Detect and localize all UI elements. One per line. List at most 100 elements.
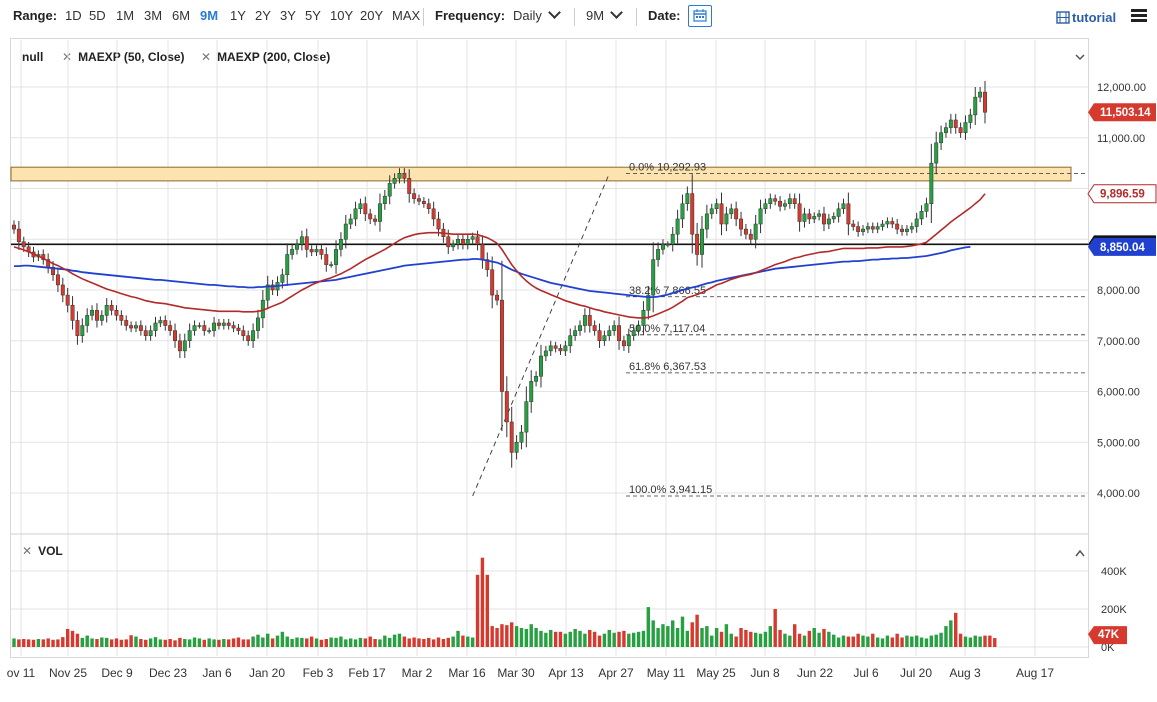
candle-body — [226, 322, 231, 326]
volume-bar — [929, 635, 934, 647]
candle-body — [421, 200, 426, 204]
candle-body — [460, 239, 465, 245]
candle-body — [963, 122, 968, 133]
candle-body — [524, 401, 529, 433]
candle-body — [743, 228, 748, 235]
candle-body — [451, 244, 456, 248]
price-tick-label: 12,000.00 — [1097, 82, 1146, 94]
candle-body — [329, 264, 334, 266]
candle-body — [94, 310, 99, 321]
remove-indicator-icon[interactable]: ✕ — [201, 50, 212, 64]
volume-bar — [558, 631, 563, 647]
tutorial-link[interactable]: tutorial — [1056, 0, 1116, 36]
volume-bar — [56, 639, 60, 647]
last-price-badge-shape — [1088, 103, 1156, 122]
candle-body — [436, 218, 441, 230]
toolbar: Range: 1D 5D 1M 3M 6M 9M 1Y 2Y 3Y 5Y 10Y 20Y MAX Fre… — [0, 0, 1157, 34]
volume-bar — [41, 639, 45, 647]
volume-bar — [373, 639, 377, 647]
candle-body — [99, 315, 104, 321]
volume-bar — [75, 633, 80, 647]
volume-bar — [22, 639, 26, 647]
volume-bar — [134, 636, 138, 647]
volume-bar — [866, 636, 870, 647]
candle-body — [304, 236, 309, 250]
candle-body — [343, 223, 348, 240]
range-button-1m[interactable]: 1M — [116, 8, 135, 23]
candle-body — [397, 173, 402, 179]
date-tick-label: Jan 6 — [202, 666, 232, 680]
volume-bar — [695, 614, 699, 647]
calendar-button[interactable] — [688, 5, 712, 27]
range-button-1y[interactable]: 1Y — [230, 8, 246, 23]
volume-bar — [588, 629, 592, 647]
last-price-badge-text: 11,503.14 — [1100, 107, 1151, 119]
volume-bar — [753, 632, 758, 647]
volume-bar — [807, 630, 812, 647]
volume-bar — [744, 629, 748, 647]
volume-bar — [529, 624, 533, 647]
candle-body — [582, 315, 587, 326]
candle-body — [714, 203, 719, 210]
candle-body — [475, 236, 480, 245]
volume-bar — [509, 622, 514, 647]
candle-body — [919, 211, 924, 220]
candle-body — [51, 266, 55, 276]
period-select[interactable]: 9M — [586, 0, 623, 32]
range-button-20y[interactable]: 20Y — [360, 8, 384, 23]
volume-bar — [202, 639, 207, 647]
candle-body — [124, 320, 129, 326]
volume-bar — [646, 607, 651, 647]
volume-bar — [285, 636, 289, 647]
price-tick-label: 8,000.00 — [1097, 285, 1140, 297]
candle-body — [656, 249, 661, 260]
volume-bar — [246, 639, 250, 647]
volume-bar — [963, 636, 968, 647]
range-button-10y[interactable]: 10Y — [330, 8, 354, 23]
volume-bar — [139, 639, 143, 647]
candle-body — [143, 330, 148, 336]
candle-body — [734, 208, 739, 220]
volume-bar — [583, 633, 587, 647]
range-button-5y[interactable]: 5Y — [305, 8, 321, 23]
remove-volume-icon[interactable]: ✕ — [22, 544, 33, 558]
fib-label: 100.0% 3,941.15 — [629, 484, 712, 496]
volume-bar — [607, 629, 611, 647]
range-button-9m[interactable]: 9M — [200, 8, 219, 23]
volume-bar — [368, 636, 372, 647]
range-button-6m[interactable]: 6M — [172, 8, 191, 23]
volume-bar — [65, 628, 70, 647]
candle-body — [207, 330, 212, 332]
candle-body — [958, 127, 963, 133]
candle-body — [548, 345, 553, 352]
volume-bar — [383, 635, 387, 647]
volume-bar — [534, 628, 538, 647]
volume-bar — [973, 635, 977, 647]
range-button-3y[interactable]: 3Y — [280, 8, 296, 23]
candle-body — [80, 325, 85, 336]
legend-ma50: ✕ MAEXP (50, Close) — [62, 49, 185, 65]
range-button-2y[interactable]: 2Y — [255, 8, 271, 23]
ma200-badge-shape — [1088, 237, 1156, 256]
range-button-1d[interactable]: 1D — [65, 8, 82, 23]
remove-indicator-icon[interactable]: ✕ — [62, 50, 73, 64]
ma50-badge-shape — [1087, 184, 1157, 204]
volume-bar — [461, 635, 465, 647]
candle-body — [973, 96, 978, 116]
range-button-3m[interactable]: 3M — [144, 8, 163, 23]
volume-bar — [914, 635, 919, 647]
volume-bar — [61, 637, 65, 647]
candle-body — [353, 208, 358, 220]
candle-body — [753, 223, 758, 240]
hamburger-menu-icon[interactable] — [1131, 9, 1147, 23]
range-button-max[interactable]: MAX — [392, 8, 421, 23]
range-button-5d[interactable]: 5D — [89, 8, 106, 23]
candle-body — [812, 216, 817, 220]
candle-body — [802, 213, 807, 222]
candle-body — [129, 325, 134, 329]
candle-body — [626, 335, 631, 347]
date-tick-label: Jul 20 — [900, 666, 932, 680]
frequency-select[interactable]: Daily — [513, 0, 561, 32]
volume-bar — [417, 638, 421, 647]
